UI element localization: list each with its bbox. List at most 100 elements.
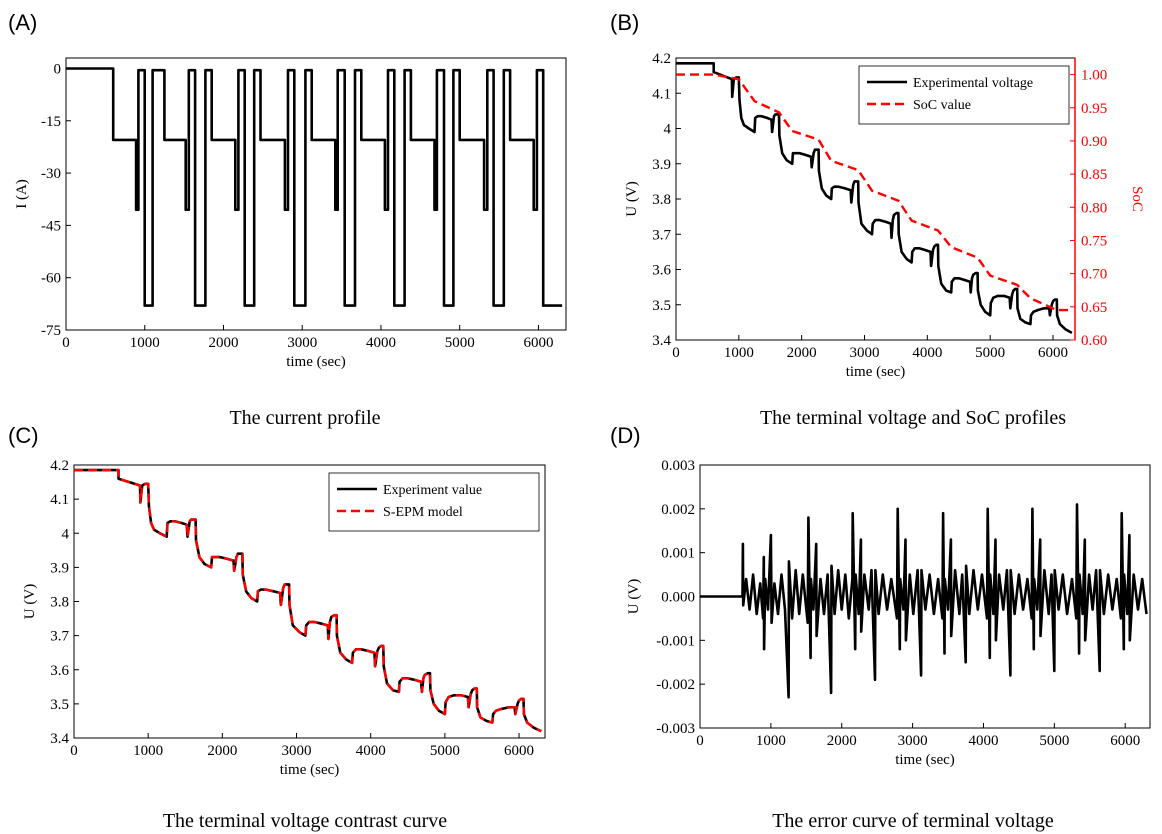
panel-a-caption: The current profile — [229, 407, 380, 429]
y-tick-label: -60 — [41, 271, 61, 287]
x-tick-label: 2000 — [827, 733, 857, 749]
x-tick-label: 0 — [62, 335, 70, 351]
y-right-axis-label: SoC — [1129, 186, 1145, 212]
plot-frame — [65, 57, 567, 331]
y-axis-label: U (V) — [22, 584, 38, 619]
legend-label: Experiment value — [383, 483, 482, 498]
y-tick-label: 4.1 — [652, 86, 671, 102]
y-tick-label: 3.6 — [652, 263, 671, 279]
x-tick-label: 4000 — [366, 335, 396, 351]
y-tick-label: -0.002 — [656, 677, 695, 693]
y-tick-label: -30 — [41, 166, 61, 182]
y-tick-label: 0.000 — [661, 590, 695, 606]
y-tick-label: 4.2 — [652, 51, 671, 67]
y-tick-label: 3.4 — [50, 731, 69, 747]
y-right-tick-label: 0.90 — [1081, 134, 1107, 150]
y-tick-label: 3.9 — [50, 560, 69, 576]
x-tick-label: 3000 — [287, 335, 317, 351]
y-axis-label: U (V) — [626, 579, 642, 614]
x-tick-label: 5000 — [445, 335, 475, 351]
x-tick-label: 3000 — [282, 743, 312, 759]
legend-box — [328, 472, 540, 532]
x-tick-label: 5000 — [1039, 733, 1069, 749]
y-tick-label: -15 — [41, 114, 61, 130]
legend-label: S-EPM model — [383, 505, 463, 520]
y-tick-label: 3.7 — [50, 629, 69, 645]
y-right-tick-label: 0.65 — [1081, 300, 1107, 316]
y-right-tick-label: 0.80 — [1081, 200, 1107, 216]
x-tick-label: 5000 — [430, 743, 460, 759]
y-right-tick-label: 1.00 — [1081, 68, 1107, 84]
y-axis-label: U (V) — [624, 181, 640, 216]
series-line-0 — [66, 67, 563, 307]
series-line-1 — [74, 468, 542, 733]
legend-label: Experimental voltage — [913, 76, 1033, 91]
panel-c-plot: 0 1000 2000 3000 4000 5000 6000 3.4 3.5 3.6 3.7 3.8… — [22, 458, 546, 778]
panel-a-plot: 0 1000 2000 3000 4000 5000 6000 0 -15 -30 -45 -60 -7… — [14, 57, 567, 370]
x-tick-label: 0 — [70, 743, 78, 759]
x-tick-label: 5000 — [975, 345, 1005, 361]
x-tick-label: 2000 — [207, 743, 237, 759]
y-tick-label: 4 — [664, 122, 672, 138]
panel-b-plot: 0 1000 2000 3000 4000 5000 6000 3.4 3.5 3.6 3.7 3.8… — [624, 51, 1145, 380]
y-tick-label: 3.5 — [50, 697, 69, 713]
panel-d-letter: (D) — [610, 423, 641, 448]
panel-c-letter: (C) — [8, 423, 39, 448]
y-tick-label: 0.003 — [661, 458, 695, 474]
x-tick-label: 3000 — [898, 733, 928, 749]
y-right-tick-label: 0.60 — [1081, 333, 1107, 349]
y-tick-label: 0.001 — [661, 546, 695, 562]
panel-c-caption: The terminal voltage contrast curve — [163, 810, 447, 832]
y-right-tick-label: 0.75 — [1081, 233, 1107, 249]
x-tick-label: 6000 — [1110, 733, 1140, 749]
x-tick-label: 6000 — [1038, 345, 1068, 361]
x-tick-label: 1000 — [756, 733, 786, 749]
y-tick-label: 4 — [62, 526, 70, 542]
x-tick-label: 6000 — [504, 743, 534, 759]
panel-a: (A) 0 1000 2000 3000 4000 5000 6000 0 -15 -30 -45 -… — [8, 10, 567, 429]
y-tick-label: -45 — [41, 218, 61, 234]
series-line-0 — [676, 61, 1073, 335]
x-tick-label: 2000 — [787, 345, 817, 361]
panel-b: (B) 0 1000 2000 3000 4000 5000 6000 3.4 3.5 3.6 3.… — [610, 10, 1145, 429]
panel-c: (C) 0 1000 2000 3000 4000 5000 6000 3.4 3.5 3.6 3.… — [8, 423, 546, 832]
x-tick-label: 2000 — [208, 335, 238, 351]
panel-d: (D) 0 1000 2000 3000 4000 5000 6000 -0.003 -0.00… — [610, 423, 1151, 832]
x-tick-label: 6000 — [523, 335, 553, 351]
panel-d-plot: 0 1000 2000 3000 4000 5000 6000 -0.003 -0.002 -0.… — [626, 458, 1151, 768]
y-tick-label: 3.8 — [50, 595, 69, 611]
y-tick-label: 3.9 — [652, 157, 671, 173]
y-tick-label: 3.6 — [50, 663, 69, 679]
x-tick-label: 0 — [696, 733, 704, 749]
y-tick-label: -0.003 — [656, 721, 695, 737]
y-tick-label: -75 — [41, 323, 61, 339]
y-tick-label: 4.2 — [50, 458, 69, 474]
x-axis-label: time (sec) — [895, 752, 955, 768]
x-tick-label: 1000 — [724, 345, 754, 361]
y-right-tick-label: 0.95 — [1081, 101, 1107, 117]
x-tick-label: 4000 — [968, 733, 998, 749]
legend-label: SoC value — [913, 98, 971, 113]
y-tick-label: 0.002 — [661, 502, 695, 518]
x-tick-label: 4000 — [912, 345, 942, 361]
panel-b-caption: The terminal voltage and SoC profiles — [760, 407, 1066, 429]
series-line-1 — [676, 73, 1072, 312]
y-tick-label: 3.4 — [652, 333, 671, 349]
panel-a-letter: (A) — [8, 10, 37, 35]
y-tick-label: 4.1 — [50, 492, 69, 508]
y-tick-label: -0.001 — [656, 633, 695, 649]
y-right-tick-label: 0.85 — [1081, 167, 1107, 183]
y-right-tick-label: 0.70 — [1081, 267, 1107, 283]
legend-box — [858, 65, 1070, 125]
y-tick-label: 3.5 — [652, 298, 671, 314]
x-tick-label: 1000 — [130, 335, 160, 351]
x-axis-label: time (sec) — [286, 354, 346, 370]
x-tick-label: 1000 — [133, 743, 163, 759]
x-tick-label: 4000 — [356, 743, 386, 759]
x-tick-label: 3000 — [850, 345, 880, 361]
y-tick-label: 0 — [54, 61, 62, 77]
y-tick-label: 3.7 — [652, 227, 671, 243]
x-tick-label: 0 — [672, 345, 680, 361]
panel-b-letter: (B) — [610, 10, 639, 35]
